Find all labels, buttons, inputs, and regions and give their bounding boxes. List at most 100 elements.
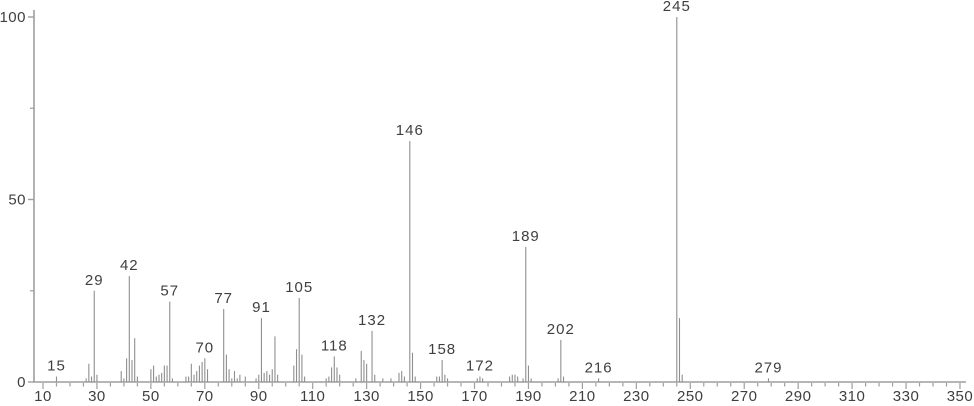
peak-bar bbox=[201, 361, 203, 382]
peak-bar bbox=[557, 378, 559, 382]
peak-bar bbox=[328, 376, 330, 382]
x-axis-tick-label: 10 bbox=[34, 388, 52, 405]
peak-bar bbox=[441, 360, 443, 382]
peak-bar bbox=[371, 330, 373, 382]
peak-bar bbox=[131, 360, 133, 382]
x-axis-tick-label: 130 bbox=[353, 388, 380, 405]
peak-bar bbox=[509, 376, 511, 382]
peak-bar bbox=[366, 363, 368, 382]
peak-bar bbox=[228, 369, 230, 382]
peak-label: 158 bbox=[428, 341, 456, 358]
peak-bar bbox=[447, 378, 449, 382]
peak-label: 57 bbox=[160, 283, 179, 300]
peak-bar bbox=[277, 374, 279, 382]
peak-bar bbox=[436, 376, 438, 382]
x-axis-tick-label: 330 bbox=[893, 388, 920, 405]
peak-label: 70 bbox=[195, 339, 214, 356]
peak-bar bbox=[355, 378, 357, 382]
peak-bar bbox=[382, 378, 384, 382]
x-axis-tick-label: 230 bbox=[623, 388, 650, 405]
peak-bar bbox=[239, 374, 241, 382]
peak-bar bbox=[676, 17, 678, 382]
y-axis-tick-label: 0 bbox=[17, 374, 26, 391]
peak-bar bbox=[255, 378, 257, 382]
x-axis-tick-label: 250 bbox=[677, 388, 704, 405]
peak-bar bbox=[158, 374, 160, 382]
y-axis-tick-label: 100 bbox=[0, 9, 26, 26]
x-axis-tick-label: 350 bbox=[947, 388, 974, 405]
peak-bar bbox=[185, 376, 187, 382]
peak-bar bbox=[295, 349, 298, 382]
peak-bar bbox=[268, 374, 271, 382]
peak-bar bbox=[476, 378, 478, 382]
peak-bar bbox=[120, 371, 122, 382]
peak-bar bbox=[678, 318, 681, 382]
peak-bar bbox=[88, 363, 90, 382]
x-axis-tick-label: 210 bbox=[569, 388, 596, 405]
peak-bar bbox=[390, 378, 392, 382]
peak-bar bbox=[271, 369, 273, 382]
peak-label: 118 bbox=[321, 337, 348, 354]
peak-bar bbox=[598, 378, 600, 382]
x-axis-tick-label: 270 bbox=[731, 388, 758, 405]
x-axis-tick-label: 70 bbox=[196, 388, 214, 405]
peak-bar bbox=[767, 378, 770, 382]
x-axis-tick-label: 150 bbox=[407, 388, 434, 405]
peak-bar bbox=[560, 340, 562, 382]
peak-bar bbox=[260, 318, 263, 382]
peak-bar bbox=[166, 365, 168, 382]
peak-label: 245 bbox=[663, 0, 691, 15]
peak-bar bbox=[150, 369, 152, 382]
peak-bar bbox=[244, 376, 246, 382]
peak-bar bbox=[204, 358, 206, 382]
y-axis-tick-label: 50 bbox=[8, 192, 26, 209]
peak-bar bbox=[325, 378, 327, 382]
peak-bar bbox=[525, 246, 527, 382]
peak-bar bbox=[193, 374, 195, 382]
peak-label: 105 bbox=[285, 279, 313, 296]
peak-bar bbox=[514, 374, 516, 382]
peak-bar bbox=[409, 141, 411, 382]
peak-bar bbox=[304, 376, 306, 382]
x-axis-tick-label: 310 bbox=[839, 388, 866, 405]
peak-bar bbox=[233, 371, 236, 382]
peak-label: 91 bbox=[252, 299, 271, 316]
peak-bar bbox=[681, 374, 683, 382]
peak-bar bbox=[258, 374, 260, 382]
peak-bar bbox=[411, 352, 414, 382]
peak-bar bbox=[236, 378, 238, 382]
peak-bar bbox=[223, 309, 225, 382]
peak-label: 189 bbox=[512, 228, 540, 245]
peak-bar bbox=[161, 372, 163, 382]
peak-bar bbox=[530, 378, 532, 382]
peak-bar bbox=[336, 367, 338, 382]
peak-bar bbox=[401, 371, 403, 382]
peak-label: 77 bbox=[214, 290, 233, 307]
peak-bar bbox=[85, 378, 87, 382]
peak-bar bbox=[128, 276, 130, 382]
peak-bar bbox=[55, 376, 58, 382]
peak-bar bbox=[190, 363, 192, 382]
peak-bar bbox=[527, 365, 530, 382]
peak-bar bbox=[482, 378, 484, 382]
peak-bar bbox=[438, 376, 441, 382]
peak-bar bbox=[444, 374, 446, 382]
peak-label: 146 bbox=[396, 122, 424, 139]
peak-label: 216 bbox=[585, 359, 613, 376]
peak-bar bbox=[522, 378, 524, 382]
peak-bar bbox=[163, 365, 165, 382]
peak-bar bbox=[153, 365, 155, 382]
peak-bar bbox=[331, 367, 333, 382]
peak-bar bbox=[96, 374, 98, 382]
peak-bar bbox=[93, 290, 95, 382]
peak-bar bbox=[274, 336, 276, 382]
x-axis-tick-label: 190 bbox=[515, 388, 542, 405]
peak-bar bbox=[517, 376, 519, 382]
peak-bar bbox=[90, 376, 93, 382]
peak-bar bbox=[171, 378, 174, 382]
peak-bar bbox=[360, 350, 362, 382]
peak-bar bbox=[333, 356, 335, 382]
peak-bar bbox=[479, 376, 481, 382]
x-axis-tick-label: 90 bbox=[250, 388, 268, 405]
